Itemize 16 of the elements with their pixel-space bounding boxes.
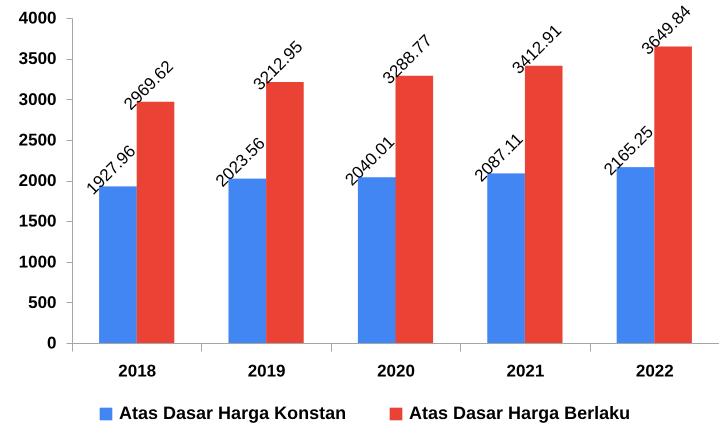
x-tick-label: 2020: [377, 362, 415, 380]
x-tick-label: 2019: [248, 362, 286, 380]
x-tick-label: 2022: [636, 362, 674, 380]
y-tick-label: 4000: [18, 8, 56, 28]
y-tick-label: 3500: [18, 49, 56, 68]
y-tick-label: 500: [28, 292, 56, 312]
x-tick-label: 2021: [506, 362, 544, 380]
y-tick-label: 1500: [18, 212, 56, 231]
legend-label: Atas Dasar Harga Berlaku: [409, 403, 630, 423]
y-tick-label: 2500: [18, 130, 56, 150]
y-tick-label: 1000: [18, 252, 56, 272]
y-tick-label: 2000: [18, 171, 56, 190]
x-tick-label: 2018: [118, 362, 156, 380]
y-tick-label: 3000: [18, 90, 56, 109]
legend-label: Atas Dasar Harga Konstan: [119, 403, 346, 423]
y-tick-label: 0: [47, 334, 56, 352]
